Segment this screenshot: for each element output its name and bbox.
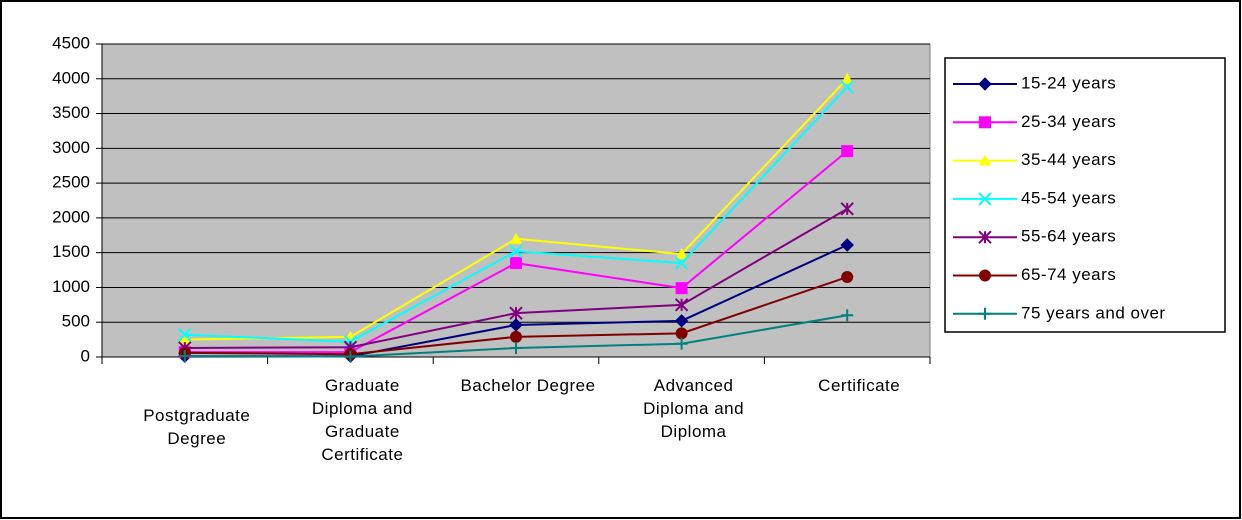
x-tick-label: Certificate [818,376,901,395]
legend-entry: 75 years and over [953,303,1166,322]
y-tick-label: 4000 [52,68,90,87]
marker [675,337,688,350]
marker [510,232,522,244]
x-tick-label: Postgraduate Degree [143,406,251,448]
marker [510,341,522,354]
legend-box [944,57,1226,333]
series [178,72,854,345]
y-tick-label: 3000 [52,138,90,157]
marker [979,307,991,320]
legend-label: 35-44 years [1021,150,1116,169]
marker [178,328,192,342]
marker [841,72,854,84]
marker [509,306,523,320]
marker [510,330,522,343]
legend-entry: 65-74 years [953,265,1116,284]
marker [674,314,689,328]
marker [840,238,854,252]
marker [674,256,689,270]
marker [840,202,854,216]
marker [509,244,523,258]
marker [978,230,992,244]
marker [675,248,688,260]
marker [178,349,191,362]
x-tick-label: Graduate Diploma and Graduate Certificat… [311,376,413,464]
marker [510,257,522,270]
series [178,309,854,363]
plot-area [101,43,931,358]
y-tick-label: 500 [62,312,90,331]
x-tick-label: Bachelor Degree [460,376,596,395]
marker [979,154,991,166]
marker [979,116,991,129]
marker [978,192,992,206]
legend-entry: 15-24 years [953,73,1116,92]
marker [979,269,991,282]
marker [178,333,191,345]
marker [841,309,854,322]
marker [675,282,688,295]
legend-entry: 45-54 years [953,188,1116,207]
legend-entry: 55-64 years [953,227,1116,246]
marker [841,145,854,158]
marker [978,77,992,91]
marker [674,298,689,312]
legend-label: 55-64 years [1021,227,1116,246]
legend-label: 65-74 years [1021,265,1116,284]
series [178,80,854,349]
marker [344,350,357,363]
marker [840,80,854,94]
y-tick-label: 1500 [52,242,90,261]
legend-label: 25-34 years [1021,112,1116,131]
legend-label: 15-24 years [1021,73,1116,92]
legend-entry: 35-44 years [953,150,1116,169]
y-tick-label: 3500 [52,103,90,122]
x-tick-label: Advanced Diploma and Diploma [643,376,745,441]
marker [675,327,688,340]
marker [841,271,854,284]
y-tick-label: 0 [81,346,90,365]
y-tick-label: 2500 [52,173,90,192]
legend-label: 75 years and over [1021,303,1166,322]
y-tick-label: 4500 [52,33,90,52]
y-tick-label: 2000 [52,207,90,226]
legend-entry: 25-34 years [953,112,1116,131]
y-tick-label: 1000 [52,277,90,296]
legend-label: 45-54 years [1021,188,1116,207]
